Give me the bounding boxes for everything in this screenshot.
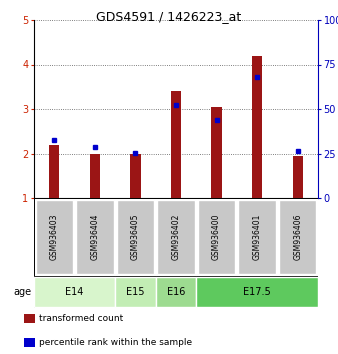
Text: GSM936402: GSM936402	[171, 214, 180, 260]
Text: GDS4591 / 1426223_at: GDS4591 / 1426223_at	[96, 10, 242, 23]
Text: percentile rank within the sample: percentile rank within the sample	[39, 338, 192, 347]
Bar	[196, 276, 318, 307]
Text: E16: E16	[167, 287, 185, 297]
Text: E15: E15	[126, 287, 145, 297]
Bar	[35, 200, 73, 274]
Bar	[252, 56, 262, 198]
Text: GSM936401: GSM936401	[252, 214, 262, 260]
Bar	[49, 144, 59, 198]
Text: GSM936406: GSM936406	[293, 214, 302, 260]
Bar	[293, 156, 303, 198]
Text: GSM936403: GSM936403	[50, 214, 59, 260]
Text: transformed count: transformed count	[39, 314, 123, 322]
Bar	[90, 154, 100, 198]
Bar	[115, 276, 156, 307]
Text: GSM936400: GSM936400	[212, 214, 221, 260]
Text: GSM936405: GSM936405	[131, 214, 140, 260]
Text: E14: E14	[65, 287, 84, 297]
Bar	[76, 200, 114, 274]
Bar	[24, 314, 35, 323]
Bar	[130, 154, 141, 198]
Text: E17.5: E17.5	[243, 287, 271, 297]
Bar	[156, 276, 196, 307]
Bar	[117, 200, 154, 274]
Bar	[157, 200, 195, 274]
Bar	[24, 338, 35, 347]
Bar	[171, 91, 181, 198]
Bar	[198, 200, 235, 274]
Text: GSM936404: GSM936404	[90, 214, 99, 260]
Text: age: age	[14, 287, 32, 297]
Bar	[212, 107, 222, 198]
Bar	[239, 200, 276, 274]
Bar	[279, 200, 316, 274]
Bar	[34, 276, 115, 307]
